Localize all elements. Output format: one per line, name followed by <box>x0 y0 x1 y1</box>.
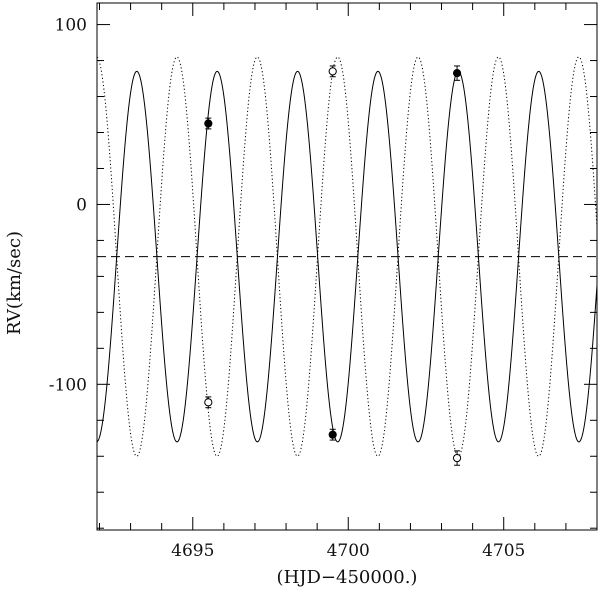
series-layer <box>97 56 597 457</box>
series-dotted-line <box>97 56 597 457</box>
plot-frame <box>96 2 598 531</box>
y-axis-title: RV(km/sec) <box>4 231 25 335</box>
y-tick-label: -100 <box>49 375 87 395</box>
open-data-point <box>328 67 337 76</box>
x-tick-label: 4700 <box>327 541 370 561</box>
y-tick-label: 100 <box>55 16 87 36</box>
tick-labels: 4695 4700 4705 100 0 -100 <box>49 16 526 561</box>
x-tick-label: 4695 <box>171 541 214 561</box>
series-solid-line <box>97 70 597 443</box>
x-tick-label: 4705 <box>482 541 525 561</box>
x-axis-title: (HJD−450000.) <box>277 567 418 588</box>
open-data-point <box>452 453 462 463</box>
data-points <box>204 65 462 466</box>
axis-ticks <box>97 3 598 530</box>
filled-data-point <box>328 430 337 439</box>
open-data-point <box>204 398 213 407</box>
filled-data-point <box>452 69 462 78</box>
filled-data-point <box>204 119 213 128</box>
y-tick-label: 0 <box>76 195 87 215</box>
